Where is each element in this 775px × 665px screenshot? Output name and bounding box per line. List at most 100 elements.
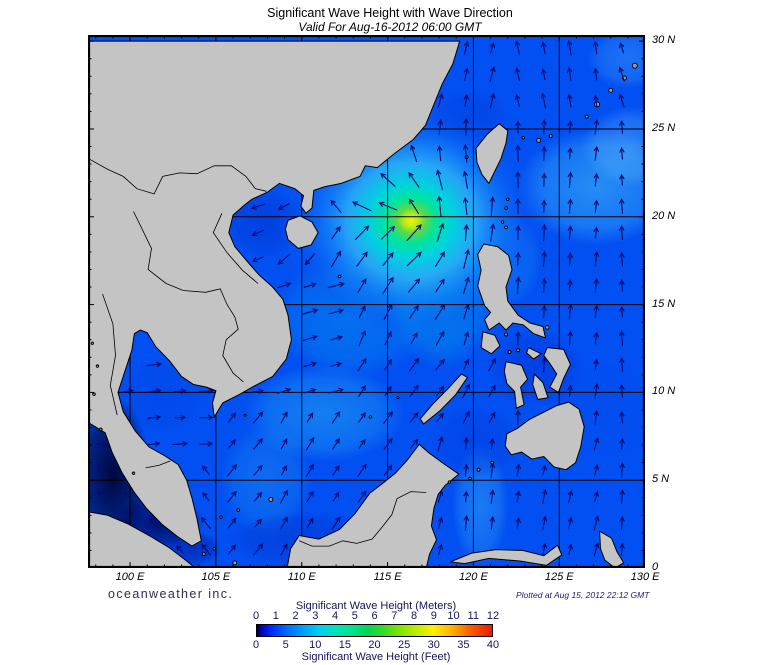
colorbar-meters-tick: 12 <box>486 610 500 622</box>
island-dot <box>476 467 481 472</box>
colorbar-meters-tick: 0 <box>252 610 260 622</box>
island-dot <box>504 206 508 210</box>
island-dot <box>548 134 553 138</box>
colorbar-meters-tick: 5 <box>351 610 358 622</box>
colorbar-meters-tick: 3 <box>312 610 319 622</box>
island-dot <box>516 348 521 353</box>
lat-axis-label: 10 N <box>652 385 676 398</box>
island-dot <box>500 220 505 224</box>
island-dot <box>504 332 508 337</box>
island-dot <box>90 341 94 345</box>
colorbar-meters-tick: 10 <box>447 610 460 622</box>
land-hainan <box>284 215 319 249</box>
island-dot <box>232 560 238 566</box>
land-mindoro <box>480 331 501 355</box>
island-dot <box>131 471 136 475</box>
land-borneo <box>286 443 460 568</box>
land-sulawesi-north <box>450 544 563 566</box>
wave-direction-arrows <box>96 39 625 557</box>
land-mindanao <box>504 401 585 471</box>
island-dot <box>219 515 223 519</box>
colorbar-feet-tick: 30 <box>427 639 440 651</box>
lat-axis-label: 25 N <box>652 121 676 134</box>
country-border <box>133 211 244 383</box>
land-panay-negros <box>503 361 529 409</box>
country-border <box>145 460 171 469</box>
island-dot <box>268 497 274 502</box>
colorbar-meters-tick: 8 <box>410 610 418 622</box>
colorbar-feet-tick: 20 <box>368 639 381 651</box>
land-halmahera <box>599 530 625 568</box>
island-dot <box>468 476 472 481</box>
island-dot <box>396 396 400 400</box>
land-samar-leyte <box>543 347 571 394</box>
lat-axis-label: 30 N <box>652 34 676 47</box>
colorbar-meters-tick: 1 <box>272 610 279 622</box>
island-dot <box>201 552 206 556</box>
island-dot <box>212 547 216 551</box>
map-frame <box>88 35 645 568</box>
chart-subtitle: Valid For Aug-16-2012 06:00 GMT <box>298 20 482 34</box>
colorbar-feet-tick: 15 <box>338 639 351 651</box>
colorbar-title-meters: Significant Wave Height (Meters) <box>295 600 457 612</box>
colorbar-meters-tick: 9 <box>430 610 437 622</box>
lon-axis-label: 130 E <box>630 571 660 583</box>
colorbar-meters-tick: 11 <box>467 610 479 622</box>
lon-axis-label: 100 E <box>115 571 145 583</box>
country-border <box>102 293 118 416</box>
island-dot <box>99 427 103 432</box>
country-border <box>88 158 267 195</box>
lat-axis-label: 20 N <box>652 209 676 222</box>
island-dot <box>368 415 373 419</box>
wave-height-patch <box>587 35 645 89</box>
island-dot <box>243 413 247 417</box>
colorbar-feet-tick: 0 <box>252 639 260 651</box>
island-dot <box>504 225 508 230</box>
colorbar-feet-tick: 10 <box>309 639 322 651</box>
lon-axis-label: 105 E <box>201 571 231 583</box>
colorbar-title-feet: Significant Wave Height (Feet) <box>301 651 451 663</box>
map-canvas <box>88 35 645 568</box>
island-dot <box>95 364 100 368</box>
colorbar-feet-tick: 5 <box>282 639 289 651</box>
land-cebu-bohol <box>532 372 549 400</box>
wave-height-patch <box>427 403 524 480</box>
colorbar-meters-tick: 7 <box>391 610 398 622</box>
land-luzon <box>477 243 547 339</box>
colorbar-feet-tick: 25 <box>398 639 411 651</box>
land-asia-mainland <box>88 40 461 547</box>
lon-axis-label: 125 E <box>544 571 574 583</box>
plotted-timestamp: Plotted at Aug 15, 2012 22:12 GMT <box>516 590 650 600</box>
island-dot <box>608 87 614 93</box>
island-dot <box>536 137 542 143</box>
colorbar-gradient <box>256 624 493 637</box>
land-sumatra <box>88 511 197 568</box>
lon-axis-label: 110 E <box>287 571 316 583</box>
chart-title: Significant Wave Height with Wave Direct… <box>267 6 513 20</box>
colorbar-meters-tick: 2 <box>292 610 299 622</box>
island-dot <box>507 350 512 354</box>
lon-axis-label: 120 E <box>459 571 488 583</box>
land-masbate <box>526 346 543 360</box>
land-palawan <box>419 373 469 425</box>
lat-axis-label: 0 <box>652 561 659 574</box>
colorbar-meters-tick: 4 <box>331 610 339 622</box>
lat-axis-label: 5 N <box>652 473 670 486</box>
lon-axis-label: 115 E <box>373 571 402 583</box>
island-dot <box>236 508 240 512</box>
island-dot <box>521 136 525 140</box>
island-dot <box>447 480 452 484</box>
colorbar-feet-tick: 40 <box>486 639 500 651</box>
island-dot <box>92 392 96 396</box>
land-taiwan <box>475 123 509 185</box>
island-dot <box>544 325 550 330</box>
island-dot <box>584 114 589 119</box>
country-border <box>299 491 427 547</box>
island-dot <box>506 197 510 201</box>
oceanweather-credit: oceanweather inc. <box>108 587 234 601</box>
colorbar-feet-tick: 35 <box>457 639 470 651</box>
lat-axis-label: 15 N <box>652 297 676 310</box>
island-dot <box>337 274 342 279</box>
wave-height-patch <box>581 106 645 187</box>
